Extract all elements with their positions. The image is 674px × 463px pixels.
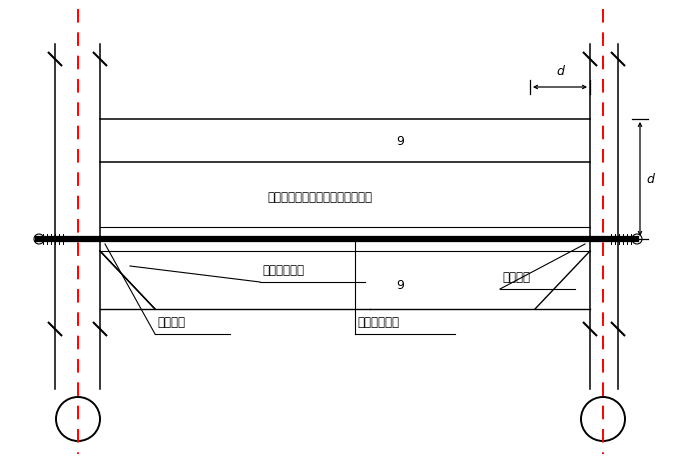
Text: 9: 9: [396, 279, 404, 292]
Text: d: d: [556, 65, 564, 78]
Text: 植筋锚固: 植筋锚固: [157, 315, 185, 328]
Text: （用于柱一侧无梁且无板的情况）: （用于柱一侧无梁且无板的情况）: [268, 191, 373, 204]
Text: 9: 9: [396, 135, 404, 148]
Text: d: d: [646, 173, 654, 186]
Text: 新增梁底纵筋: 新增梁底纵筋: [357, 315, 399, 328]
Text: 梁底新增截面: 梁底新增截面: [262, 263, 304, 276]
Text: 植筋锚固: 植筋锚固: [502, 270, 530, 283]
